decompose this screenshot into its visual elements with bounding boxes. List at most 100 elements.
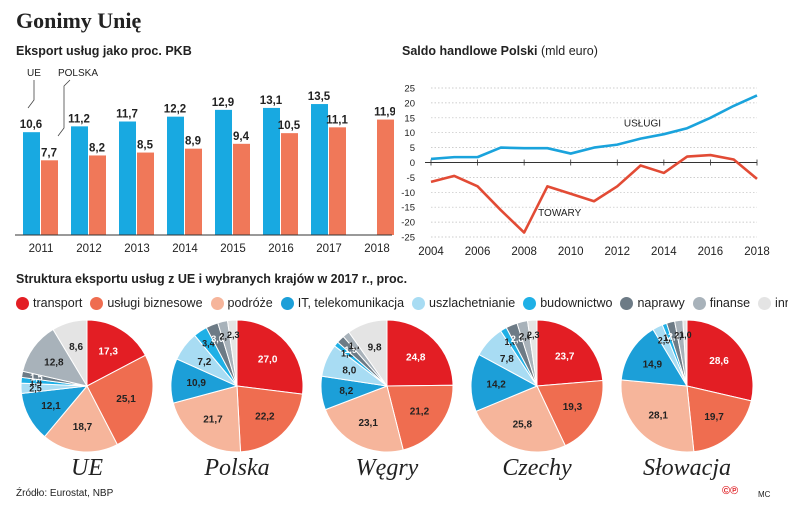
pie-charts: 17,325,118,712,12,51,41,512,88,627,022,2… [20, 319, 754, 453]
bar-value-label: 13,5 [308, 91, 331, 103]
pie-value-label: 2,5 [29, 383, 42, 393]
pie-value-label: 2,3 [227, 330, 240, 340]
bar-value-label: 12,9 [212, 97, 234, 109]
pie-value-label: 2,6 [519, 331, 532, 341]
pie-slice-transport [686, 319, 754, 402]
pie-value-label: 12,8 [44, 357, 64, 368]
pie-value-label: 7,8 [500, 354, 514, 365]
bar-value-label: 11,9 [374, 107, 395, 119]
line-chart-title: Saldo handlowe Polski (mld euro) [402, 44, 598, 58]
legend-label: inne [775, 296, 788, 310]
legend-label: podróże [227, 296, 273, 310]
legend-item: usługi biznesowe [90, 296, 203, 310]
legend-item: IT, telekomunikacja [280, 296, 404, 310]
x-tick-label: 2012 [604, 246, 630, 258]
pie-value-label: 23,7 [555, 351, 575, 362]
pie-value-label: 18,7 [73, 422, 93, 433]
pie-slice-inne [52, 319, 88, 388]
legend-label: budownictwo [540, 296, 613, 310]
bar-value-label: 12,2 [164, 104, 186, 116]
pie-name: Czechy [502, 455, 572, 481]
pie-value-label: 25,1 [116, 394, 136, 405]
pie-slice-inne [682, 319, 688, 387]
bar-value-label: 8,5 [137, 140, 154, 152]
legend-item: transport [16, 296, 82, 310]
pie-slice-podroze [172, 385, 242, 453]
pie-value-label: 2,3 [527, 330, 540, 340]
x-tick-label: 2012 [76, 243, 102, 255]
bar-value-label: 7,7 [41, 147, 57, 159]
pie-value-label: 2,0 [674, 330, 687, 340]
bar-ue-2017 [311, 104, 328, 235]
pie-value-label: 19,3 [563, 402, 583, 413]
legend-label: naprawy [637, 296, 685, 310]
pie-slice-uslugi_biznesowe [536, 379, 604, 447]
pie-slice-uslugi_biznesowe [686, 385, 752, 453]
legend-item: naprawy [620, 296, 685, 310]
legend-swatch [90, 296, 104, 310]
pie-value-label: 23,1 [358, 418, 378, 429]
y-tick-label: 15 [404, 113, 415, 124]
bar-ue-2011 [23, 132, 40, 235]
pie-value-label: 24,8 [406, 352, 426, 363]
bar-polska-2015 [233, 143, 250, 235]
legend-item: budownictwo [523, 296, 612, 310]
legend-item: inne [758, 296, 788, 310]
page-title: Gonimy Unię [16, 8, 142, 33]
pie-slice-transport [386, 319, 454, 387]
pie-value-label: 1,7 [349, 341, 362, 351]
bar-polska-2014 [185, 148, 202, 235]
pie-value-label: 2,8 [511, 334, 524, 344]
bar-polska-2016 [281, 133, 298, 235]
series-label-polska-leader [57, 79, 71, 137]
x-tick-label: 2011 [29, 243, 54, 255]
pie-value-label: 8,2 [339, 386, 353, 397]
x-tick-label: 2016 [268, 243, 294, 255]
pie-slice-inne [348, 319, 388, 388]
copyright-mark: ©℗ [722, 485, 739, 497]
y-tick-label: -25 [401, 233, 415, 244]
x-tick-label: 2014 [651, 246, 677, 258]
pie-value-label: 3,0 [211, 334, 224, 344]
pie-name: Słowacja [643, 455, 731, 481]
pie-value-label: 1,0 [679, 330, 692, 340]
pie-value-label: 28,1 [648, 411, 668, 422]
bar-value-label: 8,9 [185, 136, 201, 148]
y-tick-label: 20 [404, 98, 415, 109]
bar-polska-2018 [377, 119, 394, 235]
pie-value-label: 1,4 [29, 377, 42, 387]
pie-value-label: 1,5 [30, 372, 43, 382]
bar-ue-2015 [215, 109, 232, 235]
pie-value-label: 8,0 [342, 366, 356, 377]
pie-slice-it [620, 328, 688, 387]
legend-item: uszlachetnianie [412, 296, 515, 310]
pie-value-label: 1,2 [341, 349, 354, 359]
y-tick-label: 0 [410, 158, 415, 169]
bar-polska-2012 [89, 155, 106, 235]
pie-value-label: 25,8 [513, 420, 533, 431]
series-label-towary: TOWARY [538, 208, 581, 219]
pie-name: UE [71, 455, 103, 481]
pie-value-label: 2,4 [220, 331, 233, 341]
pie-slice-uslugi_biznesowe [86, 354, 154, 446]
bar-ue-2012 [71, 126, 88, 235]
legend-swatch [210, 296, 224, 310]
source-note: Źródło: Eurostat, NBP [16, 488, 114, 499]
pie-value-label: 21,7 [203, 415, 223, 426]
legend-label: usługi biznesowe [107, 296, 203, 310]
pie-value-label: 1,6 [505, 337, 518, 347]
x-tick-label: 2016 [698, 246, 724, 258]
pie-slice-it [470, 353, 539, 412]
bar-value-label: 11,2 [68, 113, 90, 125]
bar-chart-title: Eksport usług jako proc. PKB [16, 44, 192, 58]
author-initials: MC [758, 490, 771, 499]
pie-value-label: 1,9 [344, 345, 357, 355]
x-tick-label: 2017 [316, 243, 342, 255]
line-chart-title-text: Saldo handlowe Polski [402, 44, 538, 58]
legend-swatch [758, 296, 772, 310]
y-tick-label: 5 [410, 143, 415, 154]
y-tick-label: 10 [404, 128, 415, 139]
pie-value-label: 12,1 [41, 401, 61, 412]
pie-value-label: 1,1 [663, 333, 676, 343]
line-series-1 [430, 153, 758, 234]
